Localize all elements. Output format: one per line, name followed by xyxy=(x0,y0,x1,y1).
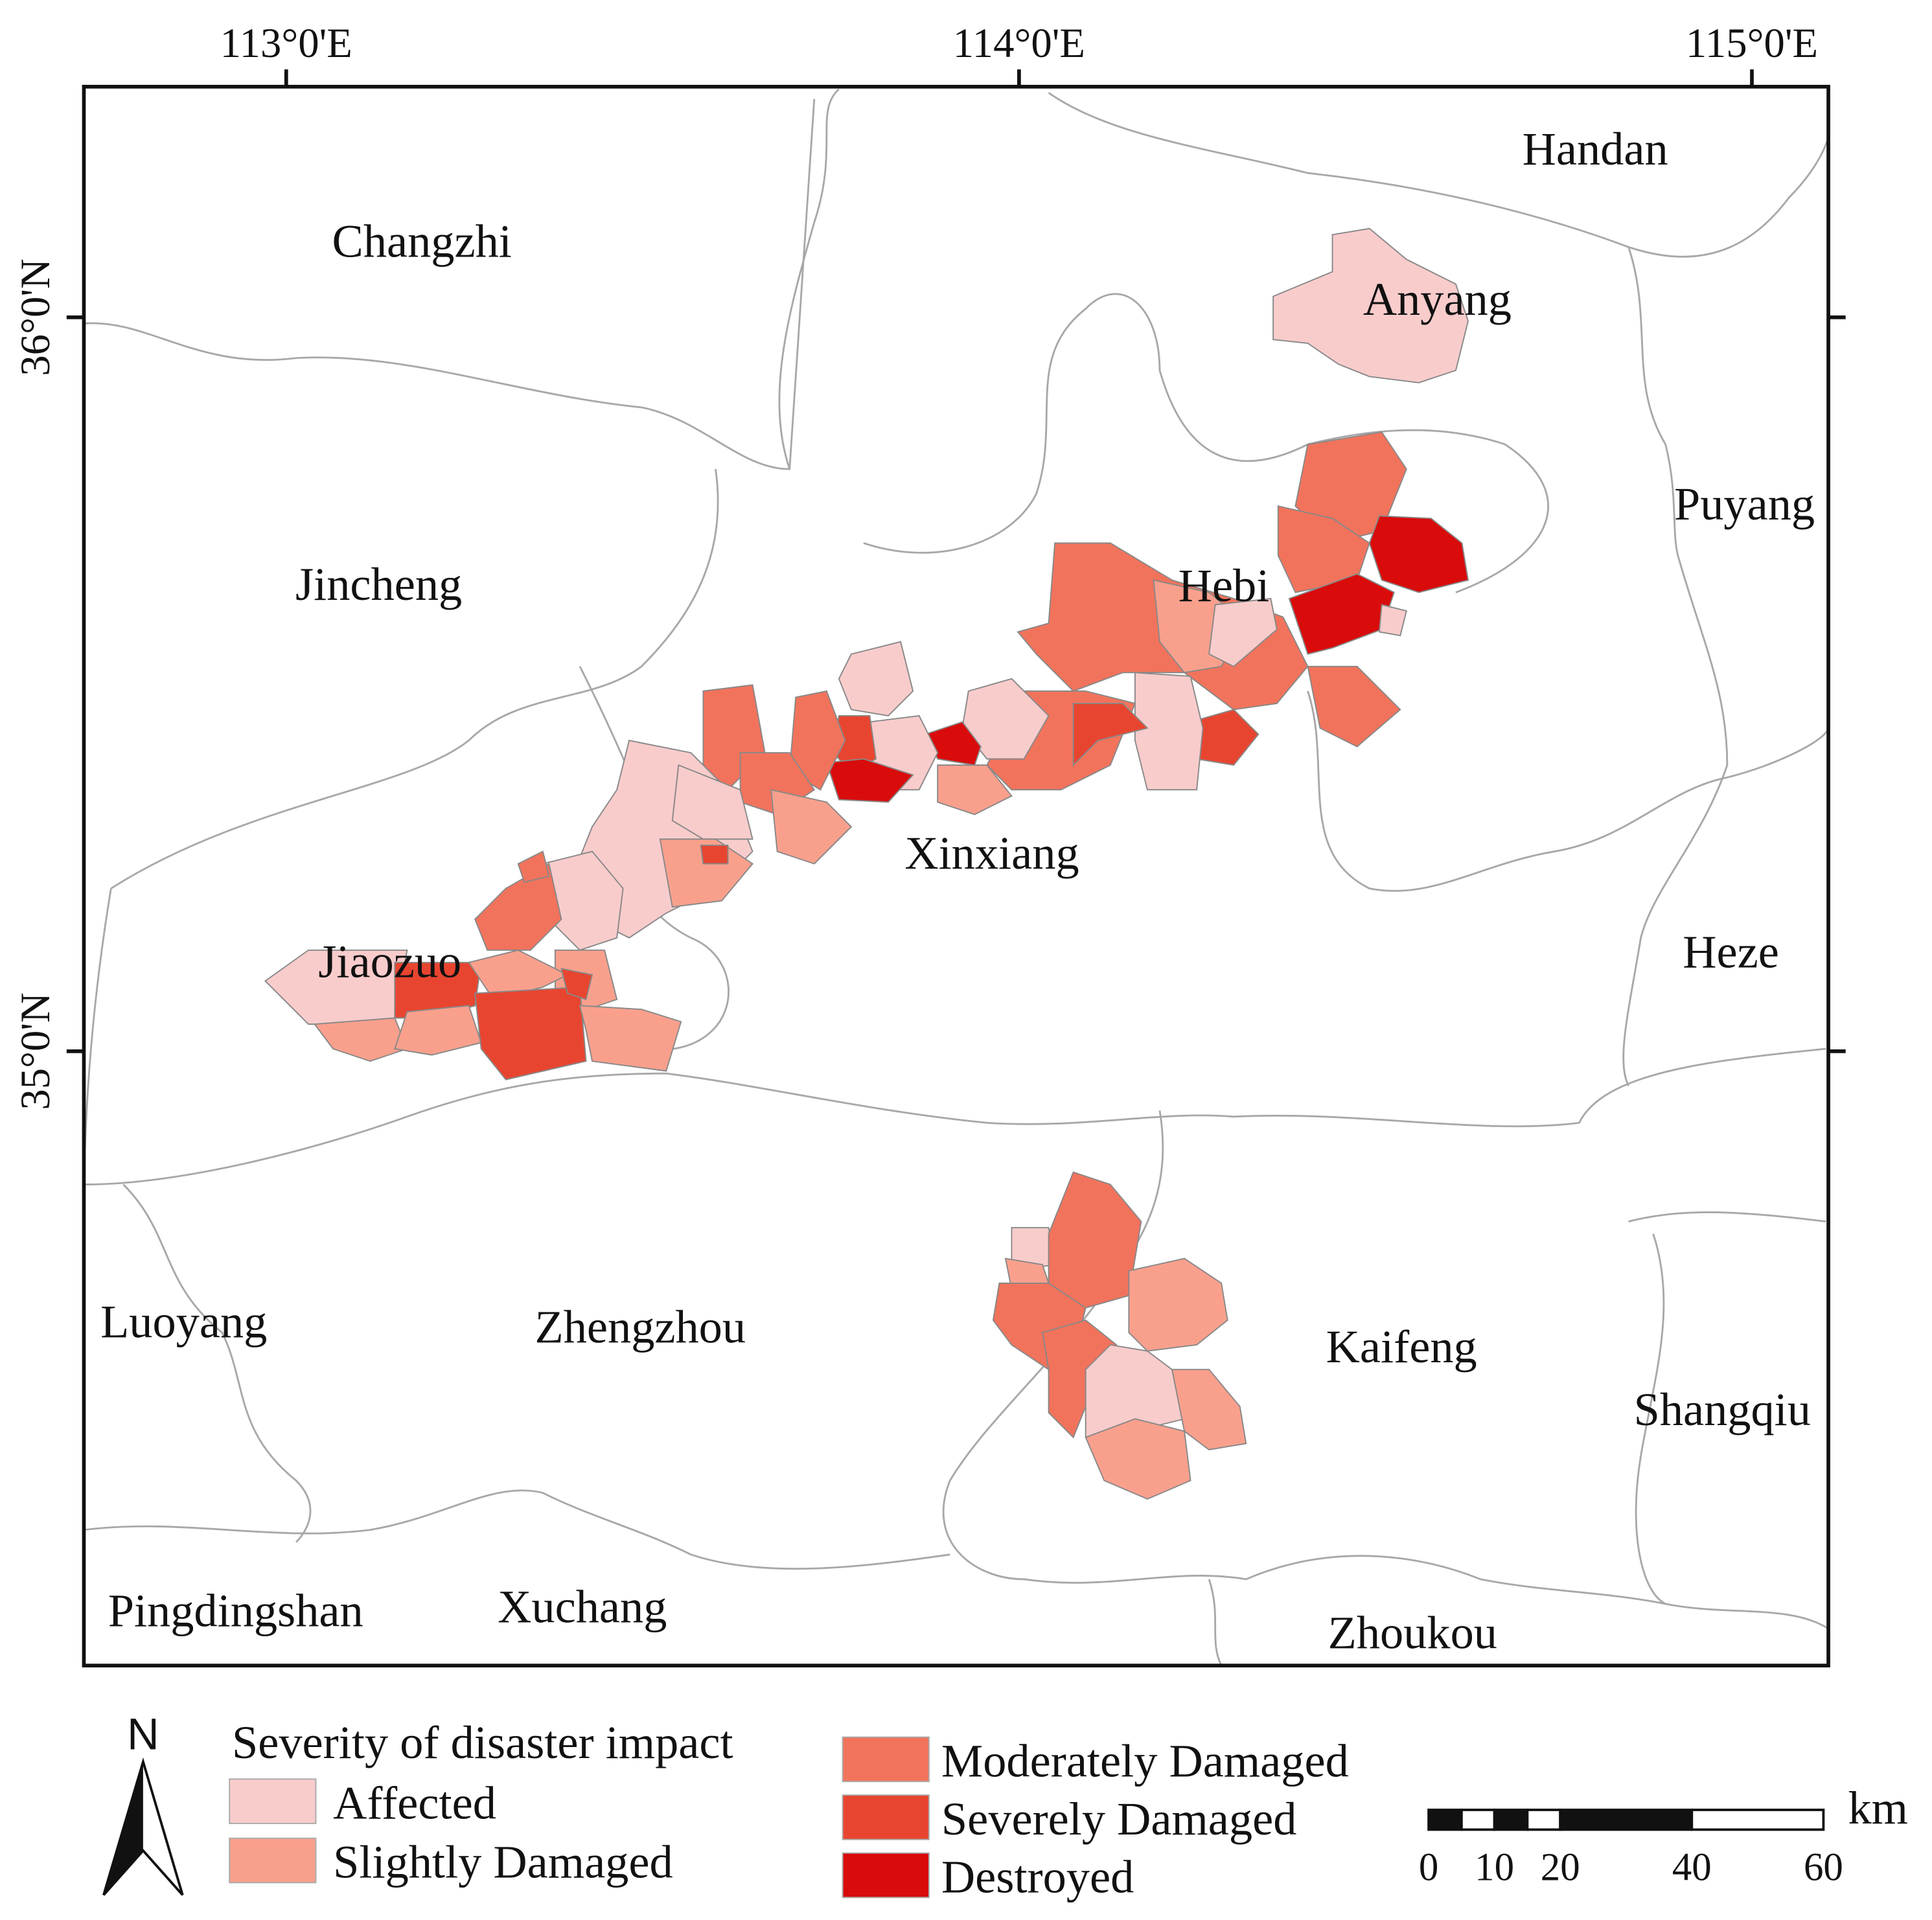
damage-area xyxy=(1272,227,1469,383)
damage-area xyxy=(659,838,753,908)
damage-area xyxy=(937,764,1013,816)
legend-label: Severely Damaged xyxy=(941,1793,1296,1845)
region-label: Luoyang xyxy=(100,1296,267,1348)
scale-segment xyxy=(1493,1809,1529,1831)
region-label: Changzhi xyxy=(332,216,512,268)
region-label: Zhoukou xyxy=(1328,1607,1497,1659)
region-label: Jincheng xyxy=(295,558,462,610)
region-label: Shangqiu xyxy=(1634,1384,1811,1435)
damage-area xyxy=(1208,598,1278,667)
boundary xyxy=(84,98,816,470)
latitude-label: 35°0'N xyxy=(12,992,59,1110)
damage-area xyxy=(1134,672,1204,791)
boundary xyxy=(1622,555,1729,1086)
damage-area xyxy=(313,1017,408,1062)
damage-area xyxy=(560,968,593,1001)
damage-area xyxy=(770,789,853,865)
damage-area xyxy=(474,986,587,1080)
region-label: Zhengzhou xyxy=(535,1301,746,1353)
damage-areas xyxy=(264,227,1469,1500)
latitude-label: 36°0'N xyxy=(12,258,59,376)
scale-segment xyxy=(1559,1809,1694,1831)
region-label: Handan xyxy=(1523,123,1668,175)
region-label: Jiaozuo xyxy=(318,936,461,988)
boundary xyxy=(1208,1579,1223,1666)
legend-label: Affected xyxy=(333,1777,496,1829)
scale-label: 40 xyxy=(1672,1846,1712,1890)
scale-segment xyxy=(1526,1809,1562,1831)
boundary xyxy=(942,1110,1829,1630)
scale-unit: km xyxy=(1848,1782,1908,1834)
damage-area xyxy=(671,764,753,840)
damage-area xyxy=(579,1005,682,1072)
legend-swatch xyxy=(229,1837,317,1884)
damage-area xyxy=(517,851,550,884)
damage-area xyxy=(1072,702,1149,767)
longitude-label: 113°0'E xyxy=(220,20,352,67)
damage-area xyxy=(1041,1319,1118,1439)
longitude-label: 114°0'E xyxy=(953,20,1085,67)
map-frame xyxy=(82,84,1830,1668)
boundary xyxy=(1307,691,1830,892)
scale-segment xyxy=(1427,1809,1463,1831)
scale-segment xyxy=(1460,1809,1496,1831)
region-label: Xinxiang xyxy=(904,827,1079,879)
boundary xyxy=(84,1047,1826,1185)
legend-label: Moderately Damaged xyxy=(941,1735,1349,1787)
boundary xyxy=(84,1489,950,1570)
legend-swatch xyxy=(842,1736,930,1783)
boundary xyxy=(1627,246,1679,556)
boundary xyxy=(110,468,719,889)
scale-label: 60 xyxy=(1804,1846,1843,1890)
legend-label: Destroyed xyxy=(941,1851,1134,1903)
boundary xyxy=(778,88,840,470)
north-label: N xyxy=(127,1709,159,1759)
damage-area xyxy=(474,863,562,951)
longitude-label: 115°0'E xyxy=(1686,20,1818,67)
damage-area xyxy=(1307,665,1401,748)
legend-swatch xyxy=(842,1794,930,1840)
region-label: Pingdingshan xyxy=(108,1584,363,1636)
damage-area xyxy=(1085,1418,1191,1500)
damage-area xyxy=(1368,515,1469,593)
boundaries xyxy=(83,88,1830,1666)
scale-label: 0 xyxy=(1419,1846,1438,1890)
boundary xyxy=(1635,1233,1666,1605)
labels: 113°0'E 114°0'E 115°0'E 36°0'N 35°0'N Handan C… xyxy=(12,20,1846,1659)
damage-area xyxy=(1128,1257,1228,1352)
scale-segment xyxy=(1690,1809,1825,1831)
boundary xyxy=(863,293,1549,593)
legend-swatch xyxy=(842,1852,930,1899)
region-label: Hebi xyxy=(1179,560,1270,611)
scale-label: 20 xyxy=(1541,1846,1580,1890)
damage-area xyxy=(1378,604,1407,637)
damage-area xyxy=(700,844,729,865)
boundary xyxy=(1048,92,1830,258)
scale-label: 10 xyxy=(1475,1846,1514,1890)
legend-title: Severity of disaster impact xyxy=(232,1717,733,1768)
damage-area xyxy=(838,641,914,716)
region-label: Xuchang xyxy=(498,1581,667,1633)
boundary xyxy=(122,1183,312,1543)
region-label: Kaifeng xyxy=(1326,1321,1477,1373)
legend-swatch xyxy=(229,1778,317,1824)
region-label: Anyang xyxy=(1363,273,1512,325)
boundary xyxy=(1628,1211,1826,1223)
damage-area xyxy=(394,1005,482,1056)
damage-area xyxy=(825,758,914,803)
legend-label: Slightly Damaged xyxy=(333,1836,673,1888)
region-label: Puyang xyxy=(1674,478,1815,530)
region-label: Heze xyxy=(1683,926,1779,977)
